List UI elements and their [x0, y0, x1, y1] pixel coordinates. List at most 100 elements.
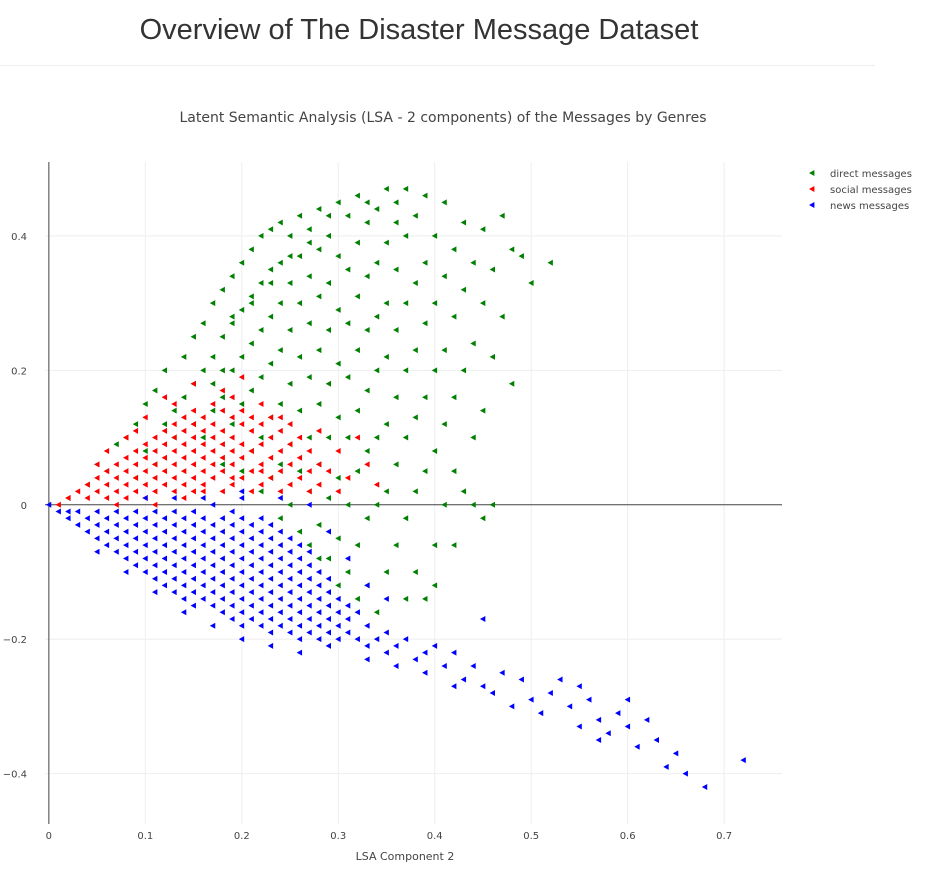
data-point[interactable]	[287, 380, 293, 387]
data-point[interactable]	[479, 515, 486, 522]
data-point[interactable]	[315, 595, 322, 602]
data-point[interactable]	[277, 595, 283, 602]
data-point[interactable]	[161, 481, 168, 488]
data-point[interactable]	[653, 736, 659, 743]
data-point[interactable]	[103, 447, 110, 454]
data-point[interactable]	[277, 347, 283, 354]
data-point[interactable]	[287, 616, 293, 623]
data-point[interactable]	[113, 508, 119, 515]
data-point[interactable]	[219, 595, 225, 602]
data-point[interactable]	[180, 427, 187, 434]
data-point[interactable]	[402, 595, 409, 602]
data-point[interactable]	[84, 481, 90, 488]
data-point[interactable]	[277, 542, 283, 549]
data-point[interactable]	[306, 575, 312, 582]
data-point[interactable]	[151, 387, 158, 394]
data-point[interactable]	[248, 602, 254, 609]
data-point[interactable]	[238, 468, 245, 475]
data-point[interactable]	[200, 488, 206, 495]
data-point[interactable]	[383, 568, 389, 575]
data-point[interactable]	[180, 609, 187, 616]
data-point[interactable]	[547, 259, 553, 266]
data-point[interactable]	[605, 730, 611, 737]
data-point[interactable]	[373, 259, 380, 266]
data-point[interactable]	[238, 555, 245, 562]
data-point[interactable]	[200, 528, 206, 535]
data-point[interactable]	[151, 434, 158, 441]
data-point[interactable]	[393, 542, 399, 549]
data-point[interactable]	[451, 468, 457, 475]
data-point[interactable]	[344, 629, 351, 636]
data-point[interactable]	[315, 636, 322, 643]
data-point[interactable]	[258, 528, 264, 535]
data-point[interactable]	[354, 434, 360, 441]
data-point[interactable]	[123, 555, 129, 562]
data-point[interactable]	[267, 535, 274, 542]
data-point[interactable]	[248, 616, 254, 623]
legend-item-news[interactable]: news messages	[809, 201, 909, 212]
data-point[interactable]	[258, 400, 264, 407]
data-point[interactable]	[277, 259, 283, 266]
data-point[interactable]	[566, 703, 573, 710]
data-point[interactable]	[171, 434, 177, 441]
data-point[interactable]	[479, 300, 486, 307]
data-point[interactable]	[354, 347, 360, 354]
data-point[interactable]	[190, 447, 196, 454]
data-point[interactable]	[701, 784, 708, 791]
data-point[interactable]	[364, 199, 370, 206]
data-point[interactable]	[219, 427, 225, 434]
data-point[interactable]	[335, 609, 341, 616]
data-point[interactable]	[287, 548, 293, 555]
data-point[interactable]	[94, 474, 100, 481]
data-point[interactable]	[412, 488, 418, 495]
data-point[interactable]	[315, 555, 322, 562]
data-point[interactable]	[296, 212, 303, 219]
data-point[interactable]	[315, 400, 322, 407]
data-point[interactable]	[441, 199, 447, 206]
data-point[interactable]	[383, 649, 389, 656]
data-point[interactable]	[142, 454, 148, 461]
data-point[interactable]	[132, 488, 139, 495]
data-point[interactable]	[306, 602, 312, 609]
data-point[interactable]	[431, 232, 438, 239]
data-point[interactable]	[354, 636, 360, 643]
data-point[interactable]	[132, 461, 139, 468]
data-point[interactable]	[248, 246, 254, 253]
data-point[interactable]	[393, 219, 399, 226]
data-point[interactable]	[142, 568, 148, 575]
data-point[interactable]	[229, 313, 235, 320]
data-point[interactable]	[335, 199, 341, 206]
data-point[interactable]	[451, 313, 457, 320]
data-point[interactable]	[296, 582, 303, 589]
data-point[interactable]	[142, 414, 148, 421]
data-point[interactable]	[132, 508, 139, 515]
data-point[interactable]	[451, 683, 457, 690]
data-point[interactable]	[200, 367, 206, 374]
data-point[interactable]	[258, 555, 264, 562]
data-point[interactable]	[325, 602, 332, 609]
data-point[interactable]	[200, 427, 206, 434]
data-point[interactable]	[422, 320, 428, 327]
data-point[interactable]	[258, 595, 264, 602]
data-point[interactable]	[229, 461, 235, 468]
data-point[interactable]	[161, 454, 168, 461]
data-point[interactable]	[65, 515, 71, 522]
data-point[interactable]	[219, 568, 225, 575]
data-point[interactable]	[306, 374, 312, 381]
data-point[interactable]	[258, 468, 264, 475]
data-point[interactable]	[296, 649, 303, 656]
data-point[interactable]	[171, 400, 177, 407]
data-point[interactable]	[248, 488, 254, 495]
data-point[interactable]	[354, 595, 360, 602]
data-point[interactable]	[344, 212, 351, 219]
data-point[interactable]	[315, 427, 322, 434]
data-point[interactable]	[103, 495, 110, 502]
data-point[interactable]	[171, 447, 177, 454]
legend-item-social[interactable]: social messages	[809, 185, 912, 196]
data-point[interactable]	[460, 219, 467, 226]
data-point[interactable]	[123, 481, 129, 488]
data-point[interactable]	[277, 468, 283, 475]
data-point[interactable]	[94, 461, 100, 468]
data-point[interactable]	[238, 609, 245, 616]
data-point[interactable]	[306, 542, 312, 549]
